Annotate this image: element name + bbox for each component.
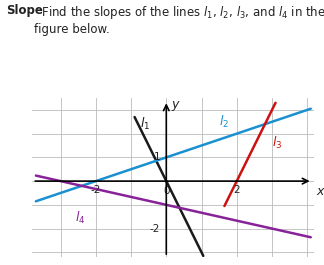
Text: 1: 1 [153, 152, 160, 162]
Text: $x$: $x$ [316, 185, 324, 198]
Text: $l_2$: $l_2$ [219, 114, 229, 130]
Text: $y$: $y$ [170, 99, 180, 113]
Text: $l_4$: $l_4$ [75, 210, 85, 226]
Text: Slope: Slope [6, 4, 43, 17]
Text: 0: 0 [163, 186, 169, 196]
Text: $l_1$: $l_1$ [140, 116, 150, 132]
Text: 2: 2 [234, 185, 240, 195]
Text: Find the slopes of the lines $l_1$, $l_2$, $l_3$, and $l_4$ in the
figure below.: Find the slopes of the lines $l_1$, $l_2… [34, 4, 324, 36]
Text: $l_3$: $l_3$ [272, 135, 282, 151]
Text: -2: -2 [150, 224, 160, 233]
Text: -2: -2 [91, 185, 101, 195]
